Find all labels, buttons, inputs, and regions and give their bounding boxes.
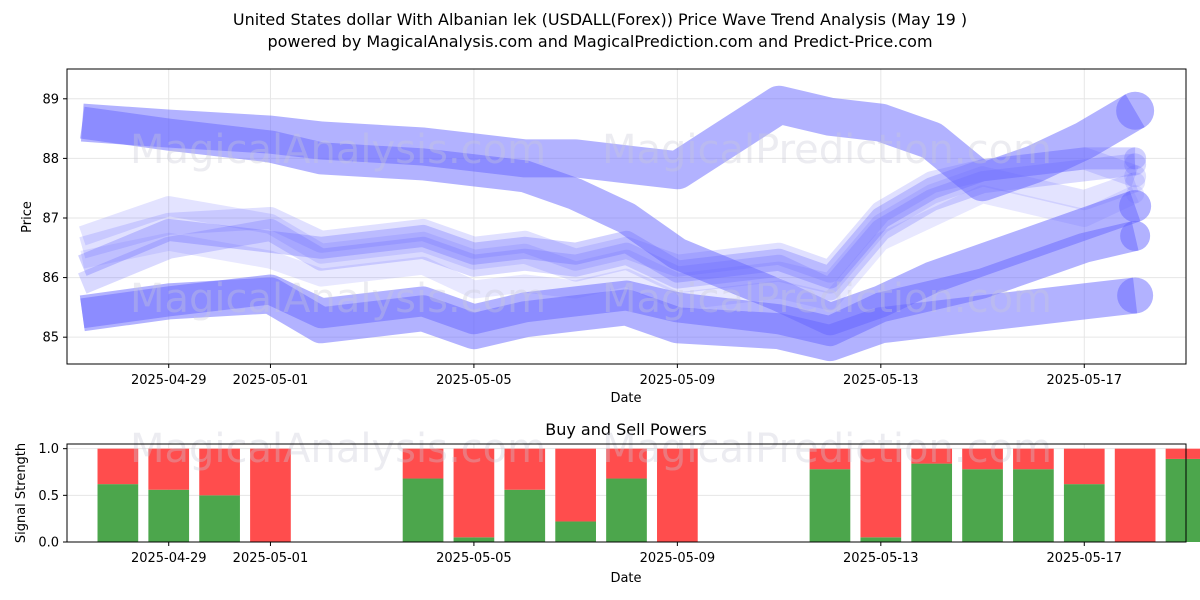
x-tick-label: 2025-05-13 (843, 373, 919, 388)
buy-bar (148, 489, 190, 542)
y-tick-label: 0.0 (38, 536, 59, 551)
y-tick-label: 1.0 (38, 442, 59, 457)
chart-title: United States dollar With Albanian lek (… (232, 10, 968, 29)
buy-bar (1013, 469, 1054, 542)
powers-bars (97, 448, 1200, 542)
powers-chart-title: Buy and Sell Powers (545, 420, 707, 439)
watermark-text: MagicalAnalysis.com (130, 276, 546, 322)
powers-axis-ticks: 0.0 0.5 1.0 2025-04-29 2025-05-01 2025-05-05 2… (38, 442, 1122, 566)
sell-bar (911, 448, 953, 464)
buy-bar (809, 469, 851, 542)
sell-bar (555, 448, 596, 522)
buy-bar (1063, 484, 1105, 542)
buy-bar (402, 478, 444, 542)
sell-bar (1063, 448, 1105, 485)
x-tick-label: 2025-05-05 (436, 551, 512, 566)
sell-bar (962, 448, 1003, 470)
sell-bar (250, 448, 291, 542)
y-tick-label: 88 (42, 152, 59, 167)
buy-bar (453, 537, 495, 542)
sell-bar (453, 448, 495, 538)
sell-bar (657, 448, 698, 542)
wave-series-7 (79, 147, 1139, 283)
buy-bar (860, 537, 902, 542)
sell-bar (809, 448, 851, 470)
sell-bar (1165, 448, 1200, 459)
x-tick-label: 2025-05-01 (233, 373, 309, 388)
y-tick-label: 86 (42, 271, 59, 286)
watermark-text: MagicalAnalysis.com (130, 127, 546, 173)
price-waves (78, 85, 1155, 362)
watermark-text: MagicalPrediction.com (602, 276, 1052, 322)
buy-bar (1165, 458, 1200, 542)
sell-bar (199, 448, 240, 496)
price-plot-frame (66, 68, 1187, 365)
buy-bar (97, 484, 139, 542)
sell-bar (148, 448, 190, 490)
wave-series-4 (79, 277, 1138, 362)
chart-subtitle: powered by MagicalAnalysis.com and Magic… (267, 32, 933, 51)
price-x-axis-label: Date (610, 391, 641, 406)
x-tick-label: 2025-05-17 (1046, 551, 1122, 566)
sell-bar (606, 448, 647, 479)
wave-end-cap (1120, 220, 1151, 251)
buy-bar (555, 521, 596, 542)
powers-plot-frame (66, 443, 1187, 543)
wave-series-5 (78, 147, 1136, 289)
wave-end-cap (1116, 91, 1155, 130)
price-y-axis-label: Price (20, 201, 35, 233)
x-tick-label: 2025-04-29 (131, 551, 207, 566)
y-tick-label: 87 (42, 211, 59, 226)
y-tick-label: 0.5 (38, 489, 59, 504)
wave-end-cap (1117, 277, 1154, 314)
buy-bar (911, 463, 953, 542)
wave-end-cap (1124, 147, 1147, 170)
wave-series-8 (79, 166, 1139, 294)
sell-bar (402, 448, 444, 479)
wave-end-cap (1124, 165, 1147, 188)
price-axis-ticks: 85 86 87 88 89 2025-04-29 2025-05-01 2025-05-05… (42, 92, 1122, 388)
watermark-text: MagicalPrediction.com (602, 426, 1052, 472)
sell-bar (1114, 448, 1156, 542)
x-tick-label: 2025-05-13 (843, 551, 919, 566)
x-tick-label: 2025-05-09 (640, 551, 716, 566)
x-tick-label: 2025-05-17 (1046, 373, 1122, 388)
y-tick-label: 85 (42, 331, 59, 346)
buy-bar (962, 469, 1003, 542)
sell-bar (504, 448, 546, 490)
watermark-bottom: MagicalAnalysis.com MagicalPrediction.co… (130, 426, 1052, 472)
x-tick-label: 2025-05-01 (233, 551, 309, 566)
buy-bar (504, 489, 546, 542)
sell-bar (97, 448, 139, 485)
x-tick-label: 2025-04-29 (131, 373, 207, 388)
buy-bar (199, 495, 240, 542)
sell-bar (860, 448, 902, 538)
wave-end-cap (1126, 185, 1145, 204)
powers-y-axis-label: Signal Strength (14, 443, 29, 543)
x-tick-label: 2025-05-09 (640, 373, 716, 388)
wave-end-cap (1125, 172, 1146, 193)
sell-bar (1013, 448, 1054, 470)
watermark-top: MagicalAnalysis.com MagicalPrediction.co… (130, 127, 1052, 322)
wave-series-2 (80, 85, 1145, 202)
wave-end-cap (1124, 153, 1147, 176)
y-tick-label: 89 (42, 92, 59, 107)
wave-series-6 (78, 153, 1137, 301)
watermark-text: MagicalPrediction.com (602, 127, 1052, 173)
x-tick-label: 2025-05-05 (436, 373, 512, 388)
watermark-text: MagicalAnalysis.com (130, 426, 546, 472)
wave-series-9 (80, 185, 1139, 311)
powers-x-axis-label: Date (610, 571, 641, 586)
wave-end-cap (1119, 190, 1152, 223)
buy-bar (606, 478, 647, 542)
